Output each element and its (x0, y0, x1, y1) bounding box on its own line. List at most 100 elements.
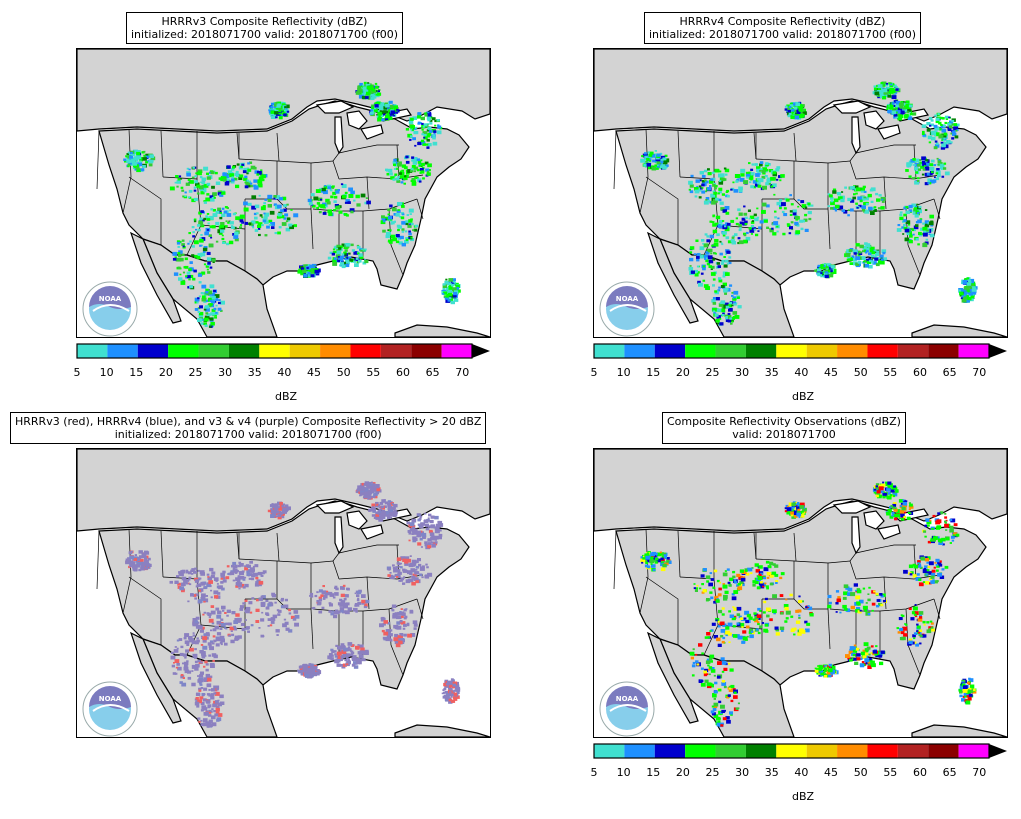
state-border (639, 528, 649, 614)
state-border (416, 198, 424, 220)
reflectivity-field (640, 81, 978, 326)
state-border (883, 176, 887, 210)
state-border (96, 530, 100, 590)
canada-border (615, 518, 810, 532)
colorbar-segment (928, 344, 959, 358)
colorbar-segment (837, 744, 868, 758)
state-border (933, 198, 941, 220)
colorbar-extend-arrow (472, 344, 490, 358)
colorbar-tick-label: 45 (824, 366, 839, 379)
colorbar-tick-label: 35 (247, 366, 262, 379)
noaa-logo: NOAA (82, 681, 138, 737)
state-border (855, 174, 941, 180)
colorbar-segment (654, 344, 686, 358)
colorbar-tick-label: 70 (972, 766, 987, 779)
colorbar-segment (350, 344, 381, 358)
great-lake (877, 524, 901, 540)
colorbar-unit-label: dBZ (791, 790, 815, 803)
colorbar-segment (289, 344, 321, 358)
colorbar-tick-label: 30 (735, 366, 750, 379)
colorbar-segment (654, 744, 686, 758)
state-border (122, 528, 132, 614)
panel-4-title-line2: valid: 2018071700 (732, 428, 836, 441)
colorbar-tick-label: 35 (764, 766, 779, 779)
panel-4-map-svg: NOAA (594, 449, 1007, 737)
great-lake (346, 110, 368, 130)
colorbar-tick-label: 15 (646, 766, 661, 779)
baja-peninsula (129, 631, 182, 724)
colorbar-segment (745, 744, 777, 758)
state-border (338, 574, 424, 580)
colorbar-tick-label: 15 (646, 366, 661, 379)
colorbar-tick-label: 25 (705, 366, 720, 379)
baja-peninsula (646, 631, 699, 724)
colorbar-segment (594, 344, 625, 358)
canada-border (98, 518, 293, 532)
colorbar-tick-label: 65 (425, 366, 440, 379)
colorbar-segment (837, 344, 868, 358)
state-border (793, 132, 797, 162)
colorbar-tick-label: 50 (853, 766, 868, 779)
colorbar-tick-label: 20 (675, 366, 690, 379)
colorbar-tick-label: 30 (735, 766, 750, 779)
colorbar-tick-label: 15 (129, 366, 144, 379)
panel-3-map-svg: NOAA (77, 449, 490, 737)
colorbar-segment (776, 744, 807, 758)
colorbar-segment (685, 744, 716, 758)
state-border (160, 530, 164, 578)
panel-4-colorbar: 5 10 15 20 25 30 35 40 45 50 55 60 65 70 dBZ (591, 743, 1008, 803)
colorbar-svg (593, 743, 1007, 759)
colorbar-segment (897, 744, 929, 758)
state-border (755, 158, 795, 200)
noaa-logo: NOAA (599, 681, 655, 737)
noaa-logo-text: NOAA (99, 295, 122, 303)
colorbar-segment (380, 344, 412, 358)
colorbar-tick-label: 45 (824, 766, 839, 779)
colorbar-segment (958, 344, 989, 358)
panel-3-title-line2: initialized: 2018071700 valid: 201807170… (114, 428, 382, 441)
state-border (677, 130, 681, 178)
colorbar-segment (928, 744, 959, 758)
colorbar-tick-label: 60 (395, 366, 410, 379)
great-lake (315, 500, 355, 514)
reflectivity-field (123, 81, 461, 328)
state-border (310, 208, 314, 250)
colorbar-tick-label: 40 (794, 366, 809, 379)
panel-2-title-line2: initialized: 2018071700 valid: 201807170… (649, 28, 916, 41)
colorbar-tick-label: 30 (218, 366, 233, 379)
colorbar-segment (806, 744, 838, 758)
great-lake (832, 500, 872, 514)
state-border (200, 624, 246, 630)
state-border (332, 544, 399, 562)
state-border (827, 608, 831, 650)
baja-peninsula (646, 231, 699, 324)
state-border (128, 576, 162, 645)
colorbar-svg (593, 343, 1007, 359)
panel-4-title: Composite Reflectivity Observations (dBZ… (662, 412, 906, 444)
colorbar-tick-label: 40 (277, 366, 292, 379)
great-lake (360, 124, 384, 140)
state-border (849, 144, 916, 162)
colorbar-segment (137, 344, 169, 358)
reflectivity-field (125, 481, 461, 728)
colorbar-tick-label: 5 (73, 366, 81, 379)
cuba-landmass (911, 324, 1007, 337)
state-border (849, 544, 916, 562)
state-border (96, 130, 100, 190)
panel-1-map: NOAA (76, 48, 491, 338)
colorbar-tick-label: 40 (794, 766, 809, 779)
great-lake (360, 524, 384, 540)
panel-1-title-line1: HRRRv3 Composite Reflectivity (dBZ) (161, 15, 368, 28)
colorbar-segment (77, 344, 108, 358)
colorbar-tick-label: 65 (942, 766, 957, 779)
panel-3-map: NOAA (76, 448, 491, 738)
state-border (613, 530, 617, 590)
colorbar-segment (715, 744, 746, 758)
colorbar-segment (168, 344, 199, 358)
panel-2-map: NOAA (593, 48, 1008, 338)
panel-3-title: HRRRv3 (red), HRRRv4 (blue), and v3 & v4… (10, 412, 487, 444)
state-border (793, 198, 828, 210)
noaa-logo: NOAA (82, 281, 138, 337)
state-border (913, 544, 917, 580)
colorbar-tick-label: 25 (188, 366, 203, 379)
